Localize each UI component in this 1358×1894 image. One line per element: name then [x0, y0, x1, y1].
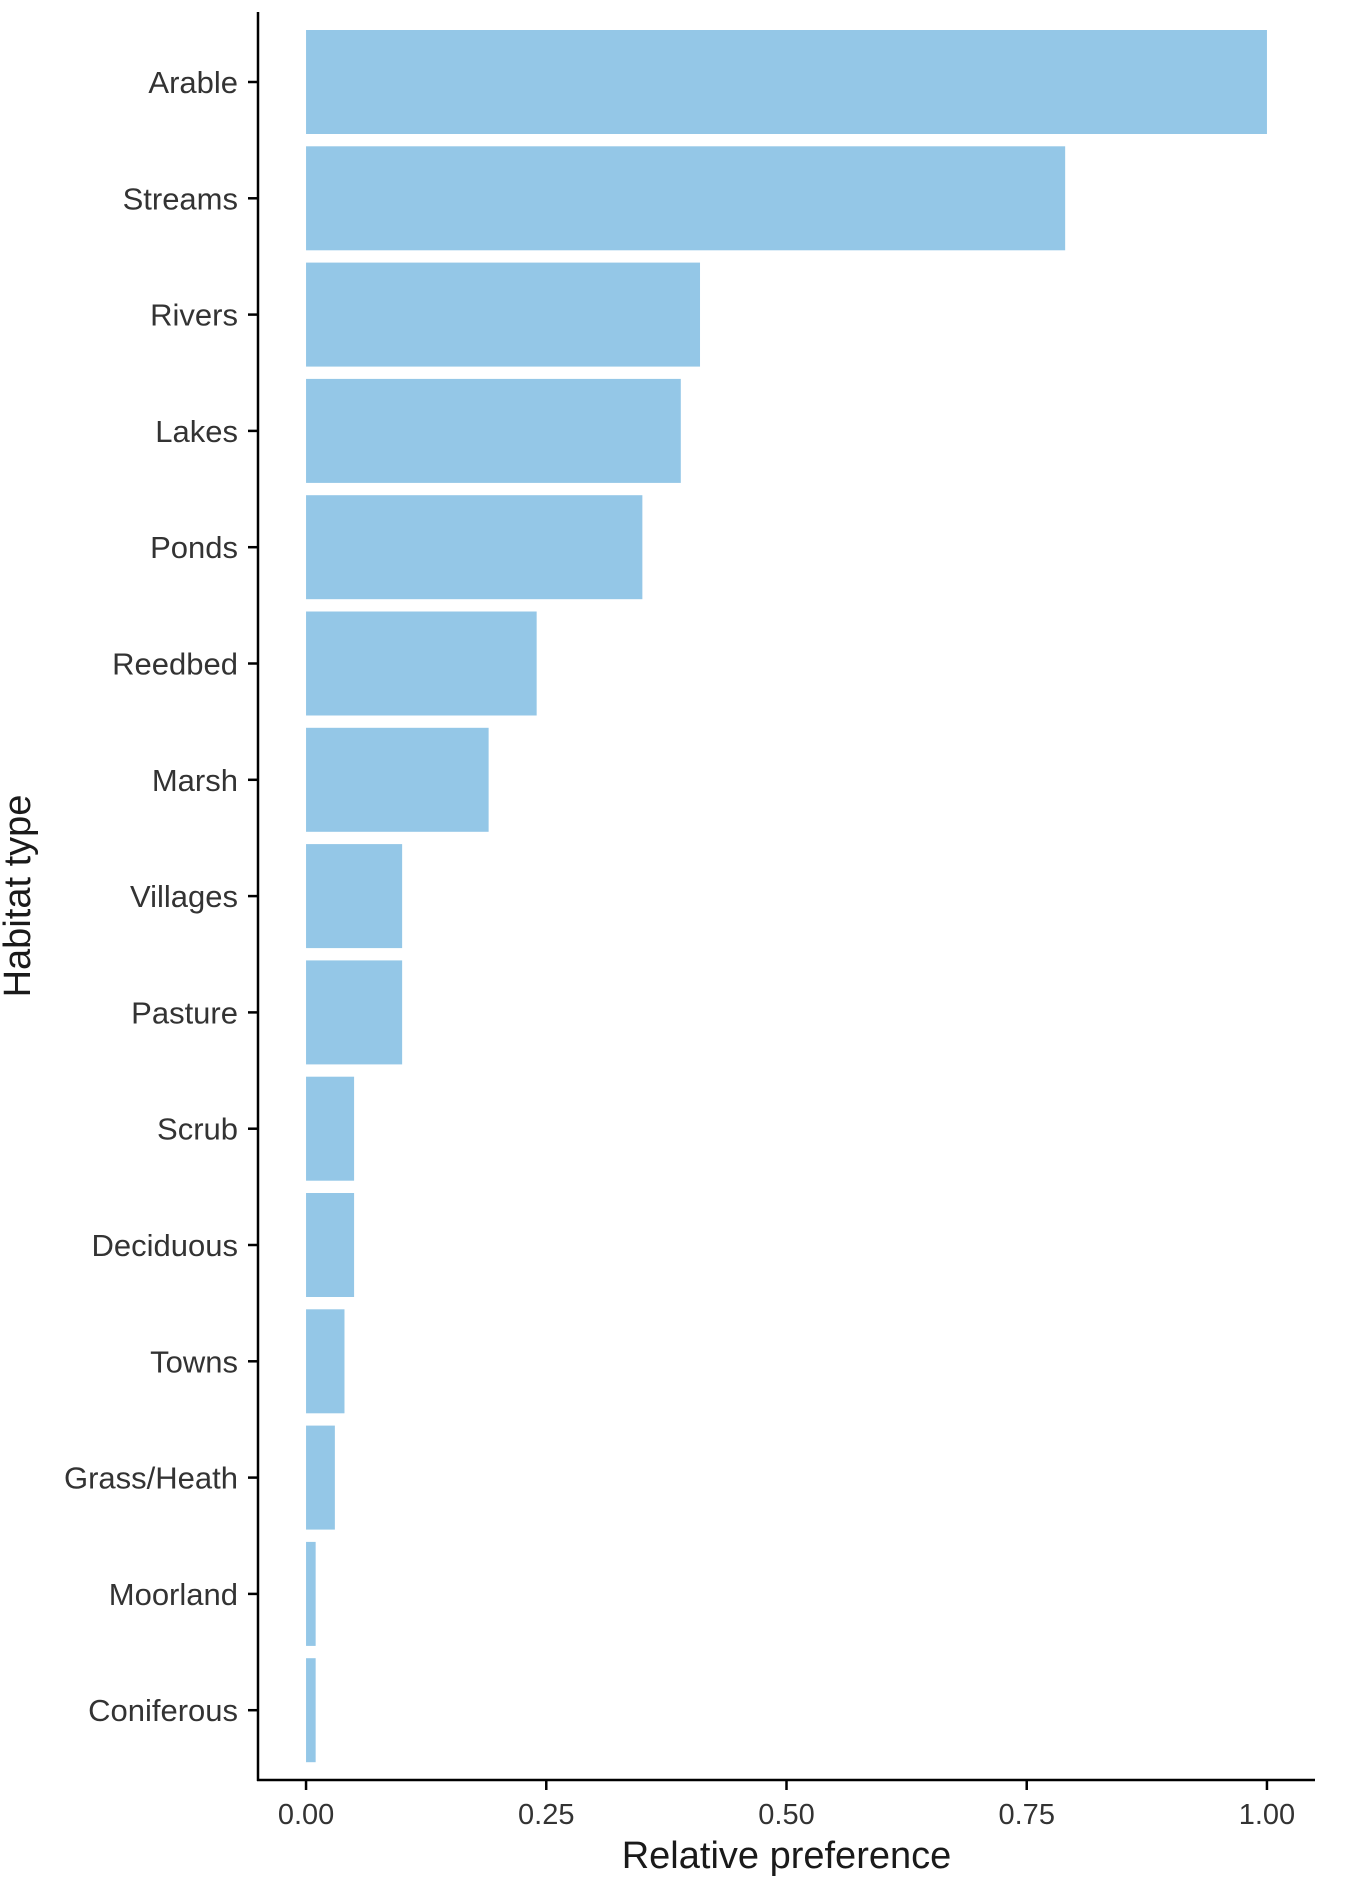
- bar-reedbed: [306, 611, 537, 716]
- bar-pasture: [306, 960, 403, 1065]
- y-tick-label: Lakes: [155, 414, 238, 449]
- bars-layer: [306, 30, 1267, 1763]
- bar-ponds: [306, 495, 643, 600]
- y-tick-label: Towns: [150, 1344, 238, 1379]
- bar-coniferous: [306, 1658, 316, 1763]
- bar-scrub: [306, 1076, 355, 1181]
- bar-grass-heath: [306, 1425, 335, 1530]
- x-tick-label: 0.00: [278, 1799, 334, 1831]
- ticks-layer: Arable Streams Rivers Lakes Ponds Reedbed Mars…: [64, 65, 1295, 1831]
- y-tick-label: Streams: [123, 181, 238, 216]
- x-tick-label: 0.25: [518, 1799, 574, 1831]
- x-tick-label: 1.00: [1239, 1799, 1295, 1831]
- bar-towns: [306, 1309, 345, 1414]
- x-tick-label: 0.75: [999, 1799, 1055, 1831]
- bar-deciduous: [306, 1193, 355, 1297]
- x-tick-label: 0.50: [758, 1799, 814, 1831]
- bar-moorland: [306, 1541, 316, 1646]
- y-tick-label: Scrub: [157, 1112, 238, 1147]
- y-tick-label: Pasture: [131, 995, 238, 1030]
- bar-arable: [306, 30, 1267, 134]
- y-tick-label: Villages: [130, 879, 238, 914]
- y-tick-label: Ponds: [150, 530, 238, 565]
- y-tick-label: Arable: [148, 65, 238, 100]
- bar-streams: [306, 146, 1066, 251]
- x-axis-title: Relative preference: [622, 1835, 952, 1877]
- bar-lakes: [306, 378, 681, 483]
- bar-rivers: [306, 262, 701, 367]
- y-tick-label: Reedbed: [112, 647, 238, 682]
- bar-marsh: [306, 727, 489, 832]
- y-axis-title: Habitat type: [0, 795, 39, 998]
- y-tick-label: Marsh: [152, 763, 238, 798]
- y-tick-label: Moorland: [109, 1577, 238, 1612]
- y-tick-label: Coniferous: [88, 1693, 238, 1728]
- y-tick-label: Grass/Heath: [64, 1461, 238, 1496]
- y-tick-label: Rivers: [150, 298, 238, 333]
- y-tick-label: Deciduous: [92, 1228, 238, 1263]
- bar-villages: [306, 844, 403, 949]
